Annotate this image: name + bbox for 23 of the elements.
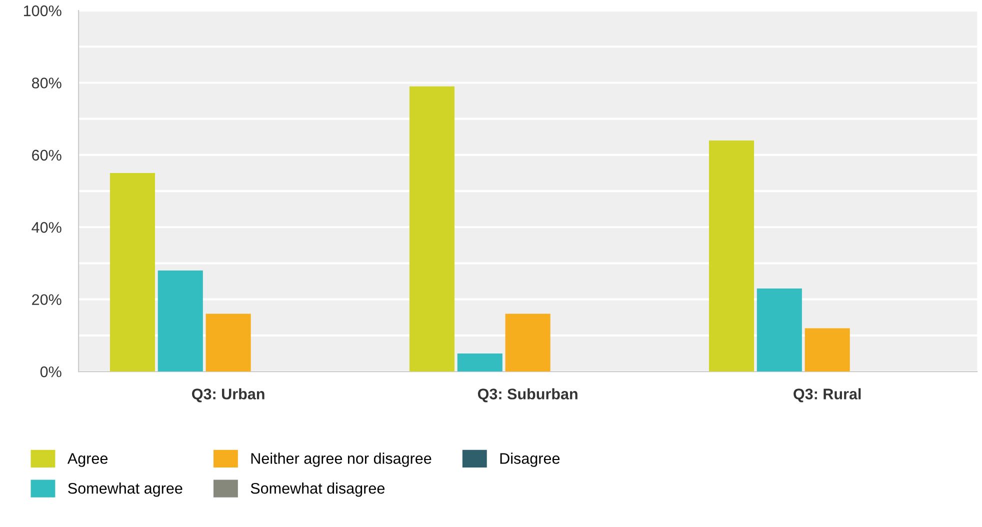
x-tick-label: Q3: Suburban	[478, 388, 578, 402]
y-tick-label: 0%	[40, 366, 62, 378]
legend-label: Somewhat disagree	[250, 482, 384, 497]
bar	[206, 314, 251, 372]
bar	[756, 288, 802, 372]
bar	[804, 328, 850, 372]
y-tick-label: 40%	[32, 222, 62, 233]
bar	[708, 140, 754, 372]
bar	[409, 86, 455, 372]
bar	[110, 172, 155, 372]
y-tick-label: 100%	[24, 5, 62, 16]
bar	[505, 314, 550, 372]
x-tick-label: Q3: Urban	[192, 388, 264, 402]
x-tick-label: Q3: Rural	[794, 388, 861, 402]
y-tick-label: 60%	[32, 150, 62, 161]
legend-label: Agree	[67, 453, 108, 467]
legend-label: Somewhat agree	[68, 482, 182, 497]
y-tick-label: 80%	[32, 78, 62, 88]
y-tick-label: 20%	[32, 294, 62, 306]
legend-label: Neither agree nor disagree	[251, 452, 432, 467]
bar	[158, 270, 203, 372]
bar	[457, 353, 502, 372]
legend-label: Disagree	[500, 452, 560, 467]
